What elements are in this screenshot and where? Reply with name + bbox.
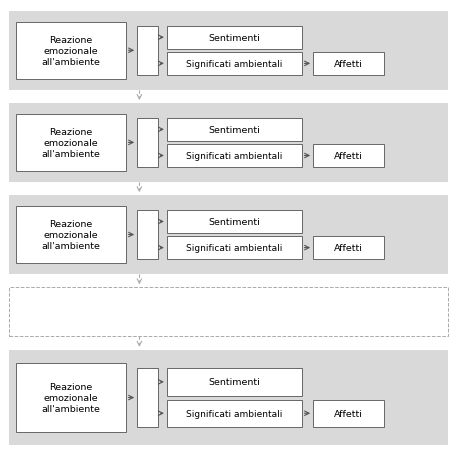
Bar	[9, 350, 448, 445]
Bar	[167, 27, 302, 50]
Bar	[16, 115, 126, 172]
Text: Sentimenti: Sentimenti	[208, 34, 260, 43]
Bar	[313, 237, 384, 259]
Text: Significati ambientali: Significati ambientali	[186, 60, 282, 69]
Bar	[16, 23, 126, 80]
Bar	[137, 27, 158, 76]
Text: Affetti: Affetti	[334, 60, 363, 69]
Text: Significati ambientali: Significati ambientali	[186, 243, 282, 253]
Bar	[167, 369, 302, 396]
Bar	[137, 119, 158, 167]
Text: Reazione
emozionale
all'ambiente: Reazione emozionale all'ambiente	[42, 127, 100, 159]
Bar	[313, 399, 384, 427]
Text: Reazione
emozionale
all'ambiente: Reazione emozionale all'ambiente	[42, 219, 100, 251]
Bar	[167, 211, 302, 233]
Bar	[16, 364, 126, 432]
Bar	[137, 369, 158, 427]
Text: Sentimenti: Sentimenti	[208, 217, 260, 227]
Bar	[167, 237, 302, 259]
Bar	[313, 145, 384, 167]
Bar	[16, 207, 126, 263]
Text: Sentimenti: Sentimenti	[208, 378, 260, 386]
Bar	[167, 119, 302, 142]
Text: Significati ambientali: Significati ambientali	[186, 409, 282, 418]
Text: Affetti: Affetti	[334, 152, 363, 161]
Bar	[9, 12, 448, 91]
Text: Significati ambientali: Significati ambientali	[186, 152, 282, 161]
Text: Sentimenti: Sentimenti	[208, 126, 260, 135]
Bar	[9, 196, 448, 274]
Bar	[137, 211, 158, 259]
Text: Reazione
emozionale
all'ambiente: Reazione emozionale all'ambiente	[42, 35, 100, 67]
Bar	[167, 145, 302, 167]
Bar	[167, 53, 302, 76]
Text: Affetti: Affetti	[334, 243, 363, 253]
Bar	[313, 53, 384, 76]
Bar	[9, 288, 448, 337]
Text: Affetti: Affetti	[334, 409, 363, 418]
Bar	[9, 104, 448, 182]
Bar	[167, 399, 302, 427]
Text: Reazione
emozionale
all'ambiente: Reazione emozionale all'ambiente	[42, 382, 100, 413]
